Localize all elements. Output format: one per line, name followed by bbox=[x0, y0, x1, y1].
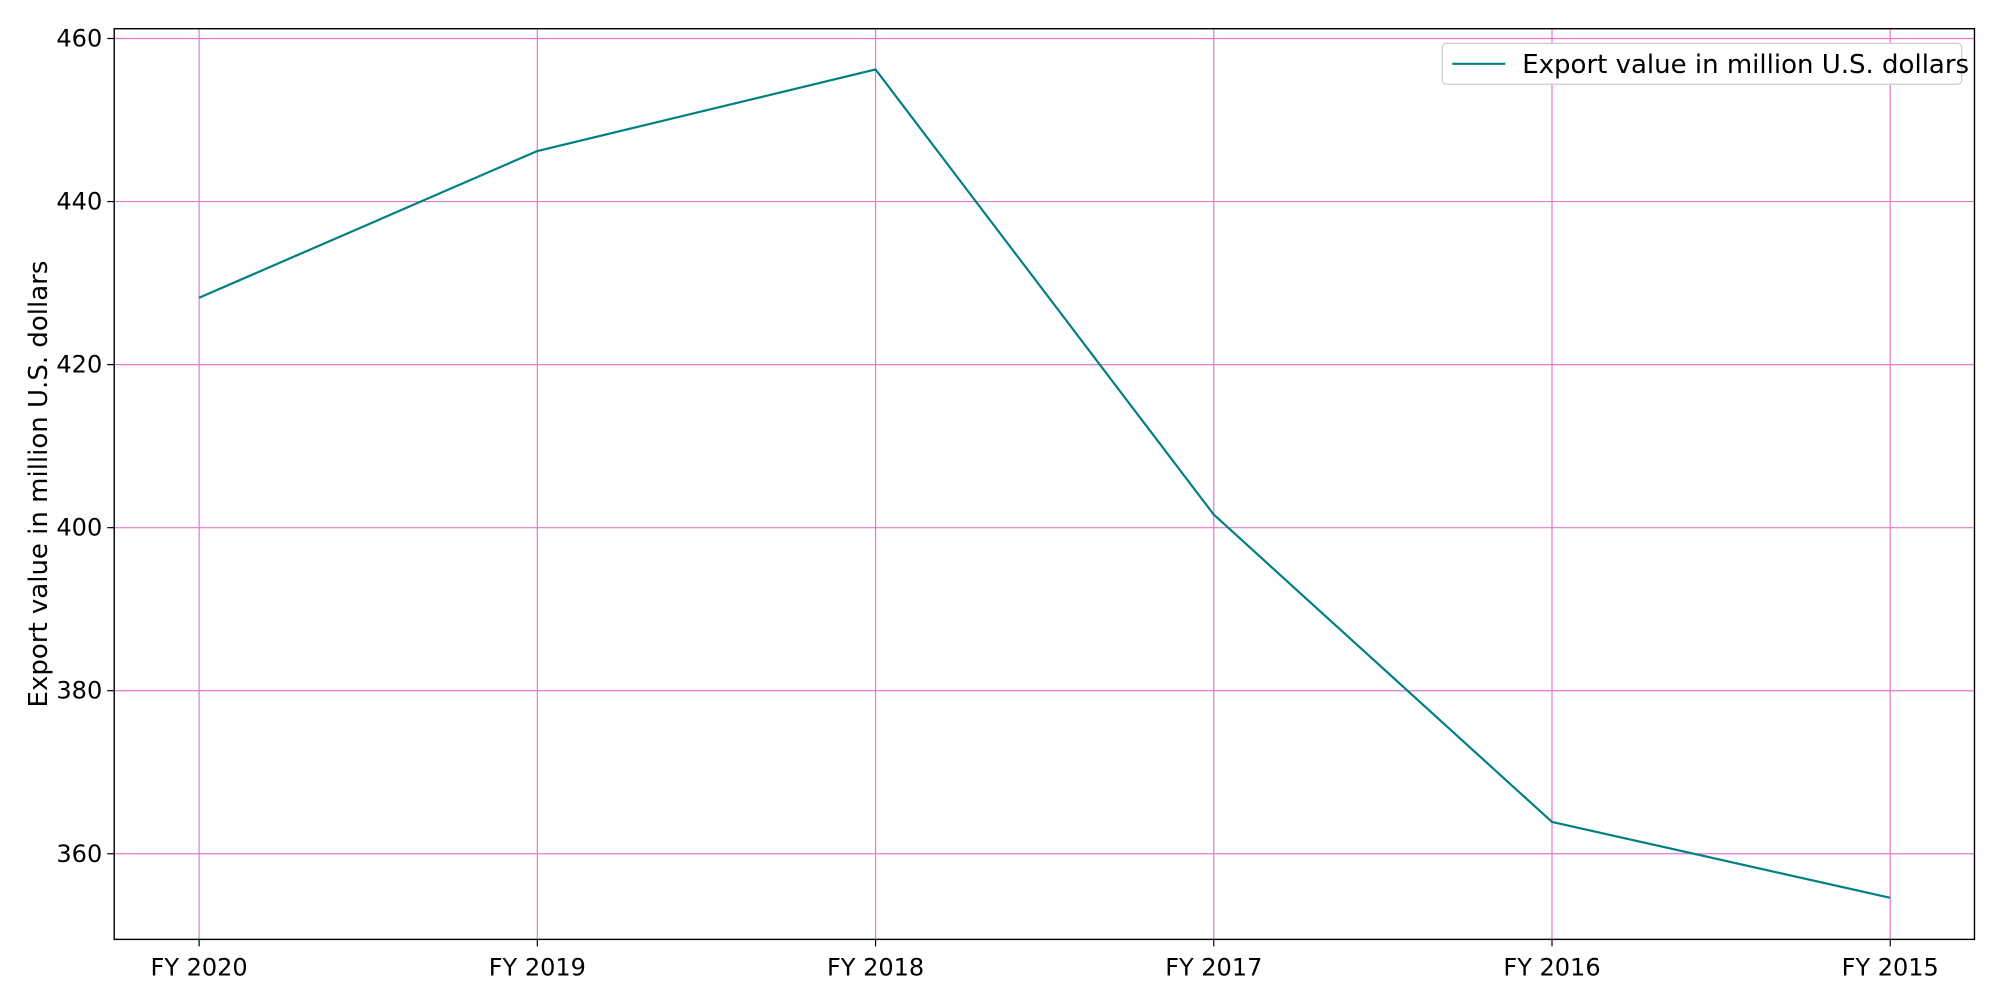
x-tick-label: FY 2018 bbox=[827, 953, 924, 981]
grid bbox=[114, 28, 1975, 940]
y-axis-label: Export value in million U.S. dollars bbox=[24, 261, 54, 708]
y-tick-label: 360 bbox=[56, 840, 102, 868]
x-tick-label: FY 2019 bbox=[489, 953, 586, 981]
y-axis-ticks: 360 380 400 420 440 460 bbox=[56, 25, 115, 868]
series-layer bbox=[198, 68, 1891, 899]
y-tick-label: 380 bbox=[56, 677, 102, 705]
y-tick-label: 420 bbox=[56, 351, 102, 379]
legend: Export value in million U.S. dollars bbox=[1441, 42, 1969, 85]
y-tick-label: 440 bbox=[56, 188, 102, 216]
x-tick-label: FY 2015 bbox=[1842, 953, 1939, 981]
y-tick-label: 460 bbox=[56, 25, 102, 53]
plot-frame bbox=[113, 28, 1976, 941]
legend-label: Export value in million U.S. dollars bbox=[1522, 50, 1969, 80]
x-tick-label: FY 2017 bbox=[1165, 953, 1262, 981]
x-axis-ticks: FY 2020 FY 2019 FY 2018 FY 2017 FY 2016 FY 20… bbox=[151, 939, 1939, 981]
y-tick-label: 400 bbox=[56, 514, 102, 542]
x-tick-label: FY 2020 bbox=[151, 953, 248, 981]
legend-box bbox=[1441, 42, 1963, 85]
x-tick-label: FY 2016 bbox=[1503, 953, 1600, 981]
series-line bbox=[198, 68, 1891, 899]
